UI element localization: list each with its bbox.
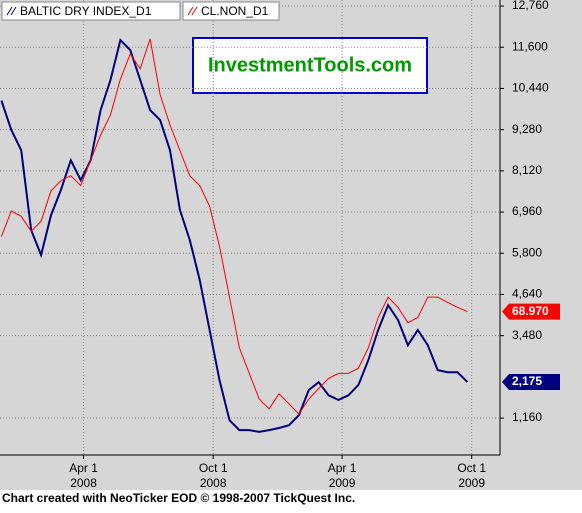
y-tick-label: 9,280 [512,122,542,136]
y-tick-label: 10,440 [512,81,549,95]
end-label: 68.970 [512,304,549,318]
x-tick-label: Apr 1 [328,461,357,475]
y-tick-label: 11,600 [512,39,548,53]
series-line [0,38,468,415]
y-tick-label: 6,960 [512,204,542,218]
legend-label: CL.NON_D1 [201,4,269,18]
legend-label: BALTIC DRY INDEX_D1 [20,4,152,18]
x-tick-year: 2008 [70,476,97,490]
y-tick-label: 8,120 [512,163,542,177]
end-label-tag [502,303,560,320]
x-tick-year: 2008 [200,476,227,490]
x-tick-label: Apr 1 [69,461,98,475]
legend-icon [6,6,17,16]
legend-box [182,1,280,21]
x-tick-label: Oct 1 [199,461,228,475]
y-tick-label: 4,640 [512,287,542,301]
end-label: 2,175 [512,374,542,388]
legend-box [1,1,181,21]
legend-icon [187,6,198,16]
footer: Chart created with NeoTicker EOD © 1998-… [2,491,355,505]
end-label-tag [502,374,560,391]
y-tick-label: 1,160 [512,410,542,424]
x-tick-year: 2009 [329,476,356,490]
series-line [0,38,469,433]
watermark: InvestmentTools.com [208,54,412,76]
y-tick-label: 12,760 [512,0,549,12]
x-tick-label: Oct 1 [457,461,486,475]
y-tick-label: 5,800 [512,245,542,259]
y-tick-label: 3,480 [512,328,542,342]
x-tick-year: 2009 [458,476,485,490]
